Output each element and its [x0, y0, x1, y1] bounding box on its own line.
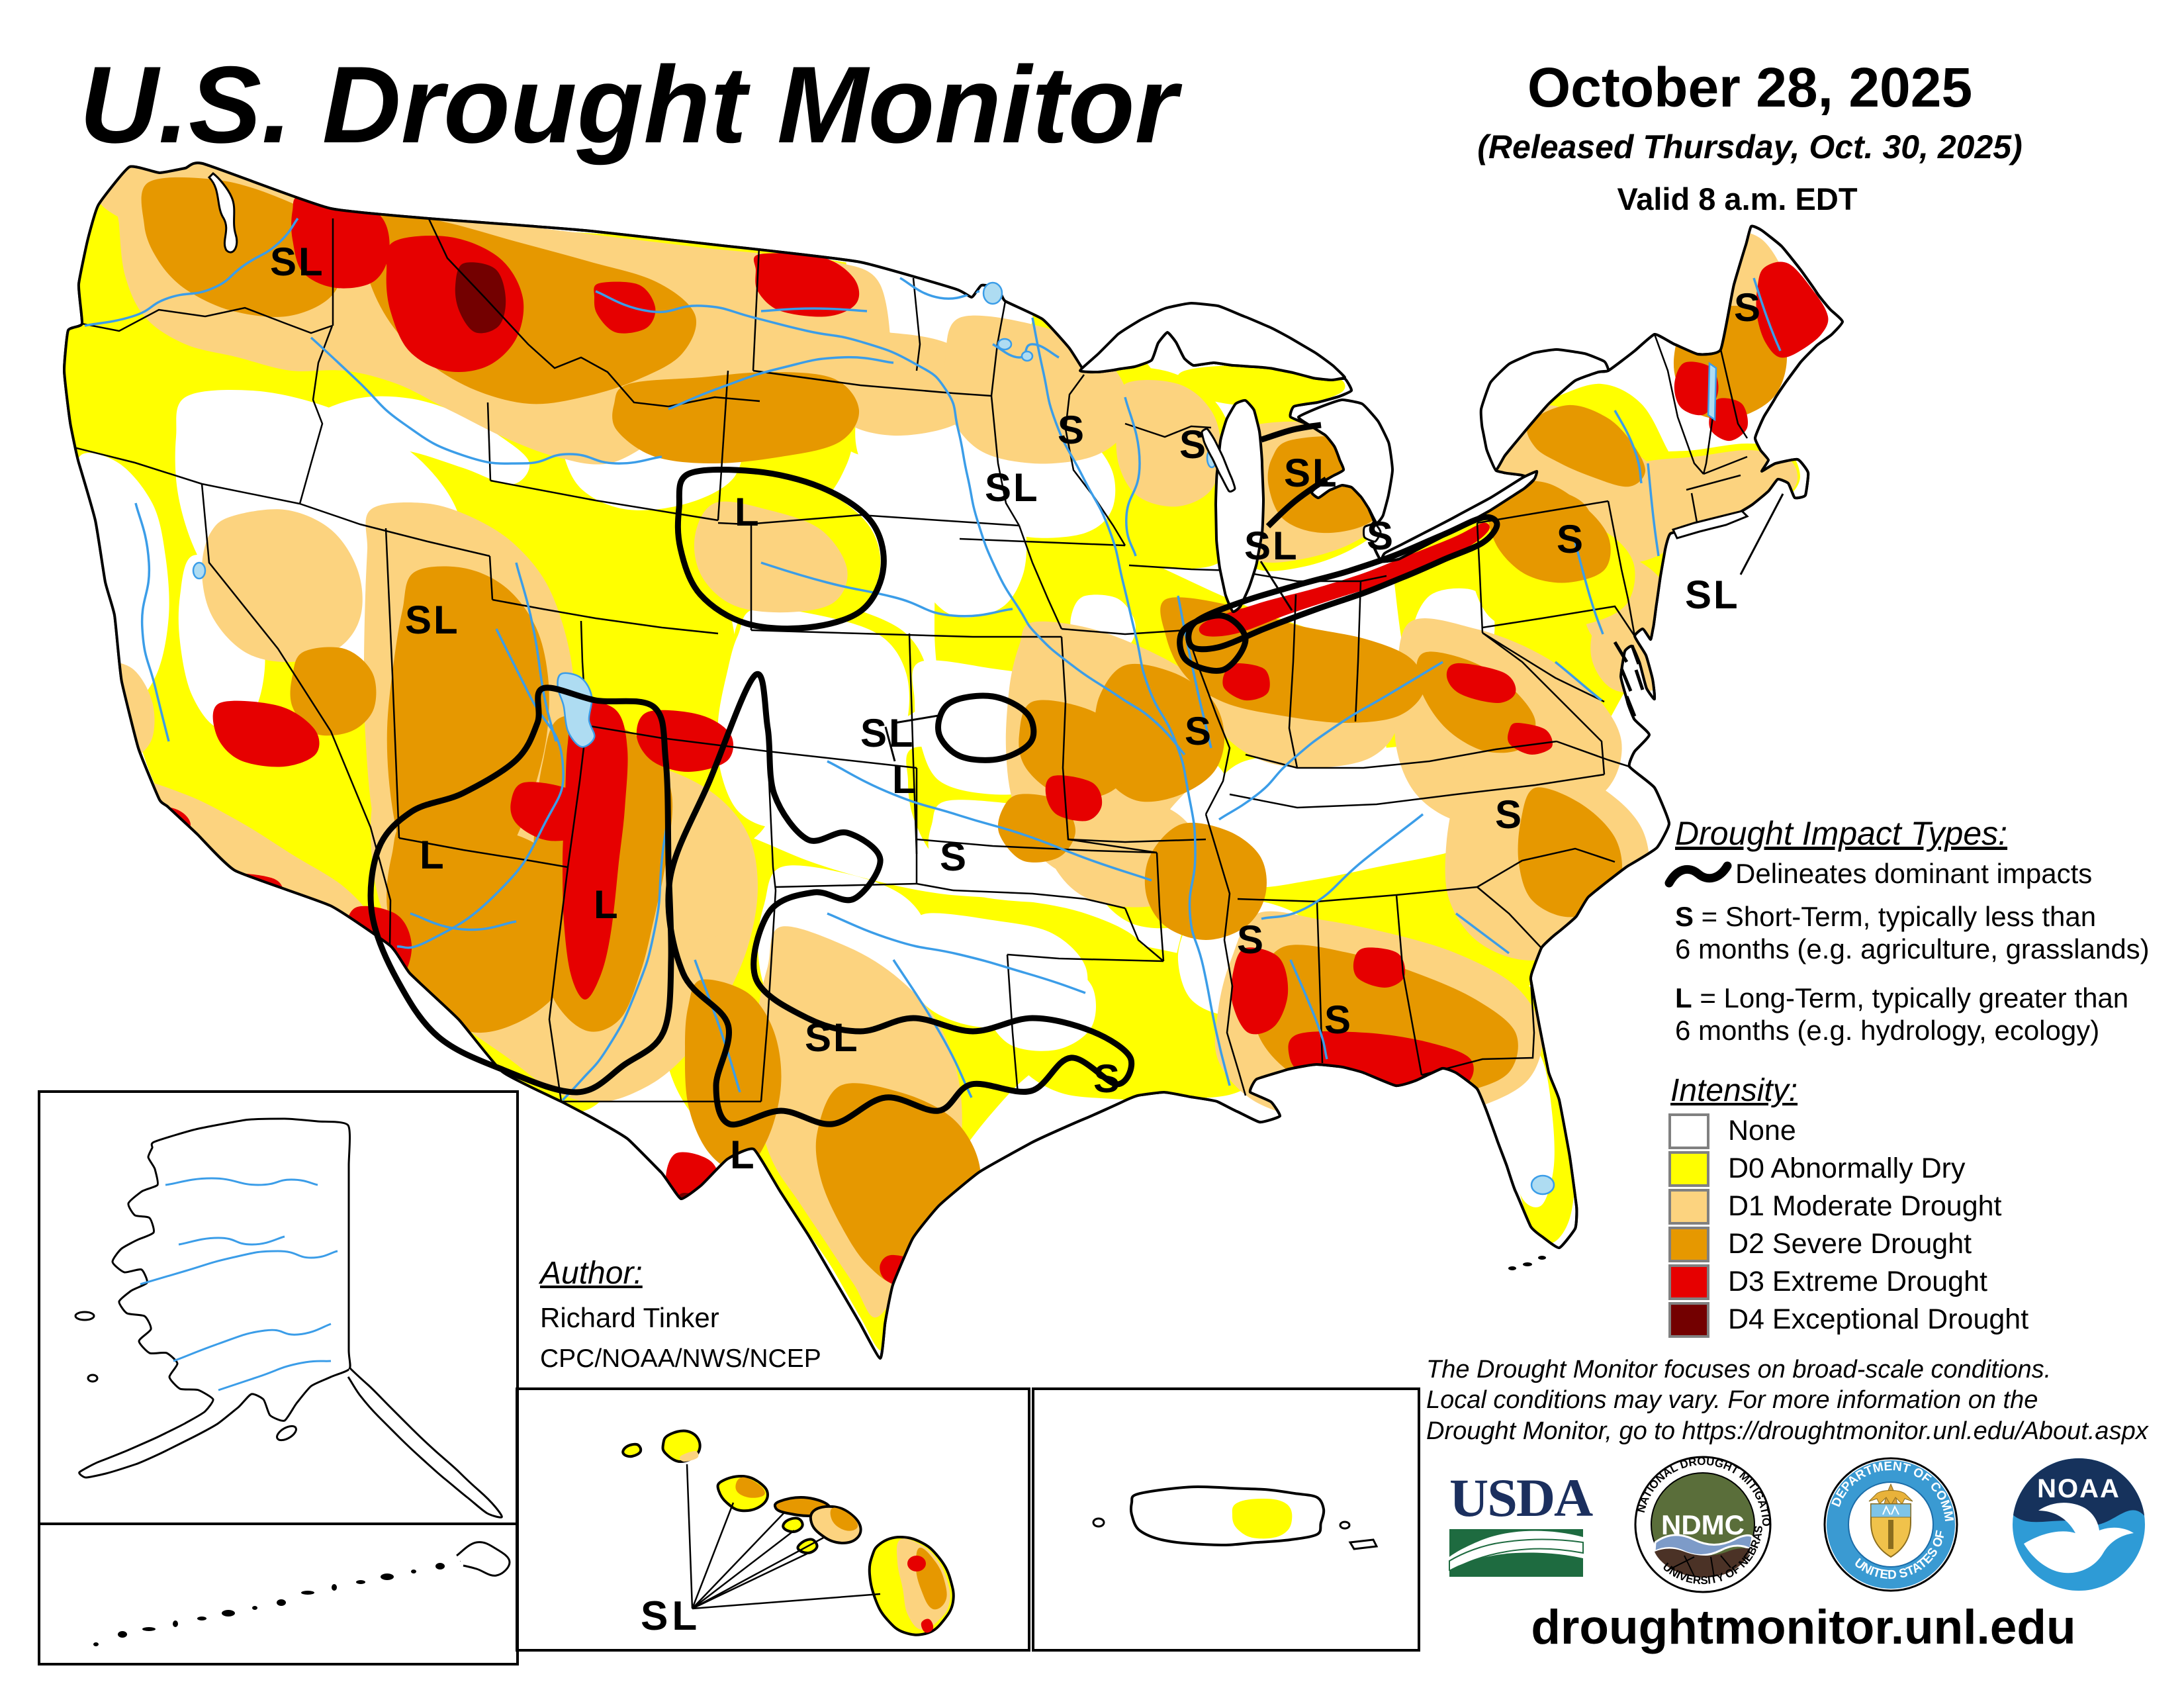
svg-text:S: S: [1185, 709, 1213, 753]
svg-text:S: S: [1093, 1056, 1122, 1101]
svg-text:L: L: [892, 757, 919, 802]
svg-text:S: S: [1734, 285, 1762, 330]
svg-text:L: L: [420, 833, 446, 877]
svg-text:SL: SL: [270, 240, 325, 284]
svg-text:S: S: [1367, 514, 1395, 558]
svg-text:S: S: [1058, 408, 1086, 452]
svg-text:L: L: [594, 882, 620, 927]
svg-text:L: L: [730, 1133, 756, 1177]
svg-text:SL: SL: [641, 1593, 701, 1639]
svg-text:S: S: [1495, 792, 1524, 837]
svg-text:SL: SL: [860, 711, 915, 755]
svg-text:NDMC: NDMC: [1661, 1509, 1745, 1540]
svg-text:S: S: [1179, 422, 1208, 467]
svg-text:SL: SL: [985, 465, 1040, 510]
svg-text:L: L: [735, 490, 761, 534]
svg-text:NOAA: NOAA: [2037, 1474, 2120, 1503]
svg-text:SL: SL: [1244, 524, 1299, 568]
svg-text:S: S: [940, 835, 968, 879]
svg-text:SL: SL: [1685, 573, 1740, 617]
svg-text:USDA: USDA: [1449, 1468, 1593, 1528]
svg-text:SL: SL: [1284, 451, 1339, 495]
svg-text:SL: SL: [405, 598, 460, 642]
svg-text:S: S: [1324, 998, 1353, 1042]
svg-text:S: S: [1557, 517, 1585, 561]
svg-text:S: S: [1237, 917, 1265, 962]
svg-text:SL: SL: [805, 1015, 860, 1060]
